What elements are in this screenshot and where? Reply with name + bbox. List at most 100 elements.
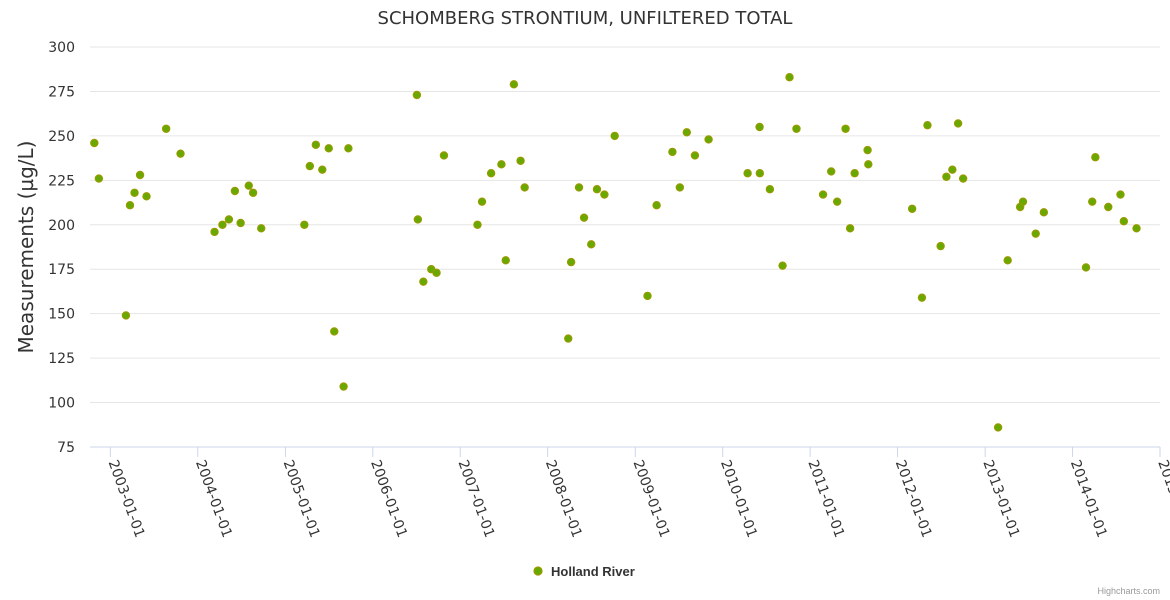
data-point[interactable] bbox=[520, 183, 529, 192]
data-point[interactable] bbox=[682, 128, 691, 137]
data-point[interactable] bbox=[1119, 217, 1129, 226]
y-tick-label: 225 bbox=[48, 173, 75, 189]
data-point[interactable] bbox=[501, 256, 510, 265]
data-point[interactable] bbox=[850, 169, 859, 178]
data-point[interactable] bbox=[257, 224, 266, 233]
data-point[interactable] bbox=[344, 144, 353, 153]
data-point[interactable] bbox=[1081, 263, 1091, 272]
data-point[interactable] bbox=[765, 185, 775, 194]
data-point[interactable] bbox=[218, 220, 227, 229]
data-point[interactable] bbox=[224, 215, 234, 224]
data-point[interactable] bbox=[600, 190, 609, 199]
data-point[interactable] bbox=[953, 119, 963, 128]
data-point[interactable] bbox=[792, 124, 801, 133]
data-point[interactable] bbox=[142, 192, 151, 201]
data-point[interactable] bbox=[579, 213, 589, 222]
data-point[interactable] bbox=[412, 90, 422, 100]
data-point[interactable] bbox=[300, 220, 309, 229]
data-point[interactable] bbox=[841, 124, 850, 133]
data-points[interactable] bbox=[90, 73, 1141, 432]
data-point[interactable] bbox=[311, 140, 321, 149]
data-point[interactable] bbox=[917, 293, 927, 302]
data-point[interactable] bbox=[432, 268, 441, 277]
data-point[interactable] bbox=[248, 188, 258, 197]
data-point[interactable] bbox=[473, 220, 482, 229]
data-point[interactable] bbox=[161, 124, 171, 133]
data-point[interactable] bbox=[832, 197, 842, 206]
data-point[interactable] bbox=[1031, 229, 1040, 238]
data-point[interactable] bbox=[566, 257, 576, 267]
data-point[interactable] bbox=[743, 169, 752, 178]
data-point[interactable] bbox=[755, 122, 764, 132]
data-point[interactable] bbox=[236, 218, 245, 228]
data-point[interactable] bbox=[439, 151, 449, 160]
data-point[interactable] bbox=[90, 138, 99, 148]
data-point[interactable] bbox=[675, 183, 685, 192]
data-point[interactable] bbox=[305, 161, 315, 171]
data-point[interactable] bbox=[690, 151, 700, 160]
credits-link[interactable]: Highcharts.com bbox=[1097, 586, 1160, 596]
data-point[interactable] bbox=[497, 160, 506, 169]
data-point[interactable] bbox=[130, 188, 139, 197]
y-tick-label: 250 bbox=[48, 129, 75, 145]
data-point[interactable] bbox=[1039, 208, 1049, 217]
data-point[interactable] bbox=[419, 277, 428, 286]
data-point[interactable] bbox=[785, 73, 794, 82]
legend[interactable]: Holland River bbox=[533, 564, 635, 579]
data-point[interactable] bbox=[845, 224, 855, 233]
data-point[interactable] bbox=[864, 160, 873, 169]
data-point[interactable] bbox=[652, 201, 661, 210]
data-point[interactable] bbox=[230, 186, 240, 196]
data-point[interactable] bbox=[486, 169, 496, 178]
data-point[interactable] bbox=[755, 169, 765, 178]
data-point[interactable] bbox=[936, 241, 945, 251]
data-point[interactable] bbox=[244, 181, 253, 190]
data-point[interactable] bbox=[125, 201, 135, 210]
data-point[interactable] bbox=[863, 145, 872, 155]
data-point[interactable] bbox=[587, 240, 596, 249]
data-point[interactable] bbox=[704, 135, 713, 144]
data-point[interactable] bbox=[121, 311, 131, 320]
y-tick-label: 125 bbox=[48, 351, 75, 367]
data-point[interactable] bbox=[668, 147, 677, 157]
data-point[interactable] bbox=[778, 261, 787, 270]
x-axis-labels: 2003-01-01 2004-01-01 2005-01-01 2006-01-01… bbox=[105, 447, 1170, 540]
y-tick-label: 100 bbox=[48, 396, 75, 412]
data-point[interactable] bbox=[1091, 153, 1100, 162]
data-point[interactable] bbox=[942, 172, 951, 181]
data-point[interactable] bbox=[1018, 197, 1028, 206]
data-point[interactable] bbox=[1088, 197, 1097, 206]
data-point[interactable] bbox=[923, 121, 932, 130]
x-tick-label: 2013-01-01 bbox=[979, 458, 1022, 540]
data-point[interactable] bbox=[509, 80, 519, 89]
data-point[interactable] bbox=[948, 165, 957, 174]
x-tick-label: 2003-01-01 bbox=[105, 458, 148, 540]
data-point[interactable] bbox=[826, 167, 836, 176]
data-point[interactable] bbox=[1132, 224, 1141, 233]
data-point[interactable] bbox=[993, 423, 1003, 432]
data-point[interactable] bbox=[1116, 190, 1125, 199]
data-point[interactable] bbox=[94, 174, 104, 183]
x-tick-label: 2012-01-01 bbox=[892, 458, 935, 540]
data-point[interactable] bbox=[958, 174, 968, 183]
data-point[interactable] bbox=[818, 190, 828, 199]
data-point[interactable] bbox=[574, 183, 584, 192]
data-point[interactable] bbox=[210, 227, 219, 237]
data-point[interactable] bbox=[324, 144, 333, 153]
data-point[interactable] bbox=[907, 204, 917, 213]
data-point[interactable] bbox=[643, 291, 652, 301]
data-point[interactable] bbox=[339, 382, 348, 391]
data-point[interactable] bbox=[564, 334, 573, 343]
data-point[interactable] bbox=[516, 156, 525, 165]
legend-item-holland-river[interactable]: Holland River bbox=[551, 564, 635, 579]
data-point[interactable] bbox=[318, 165, 327, 174]
data-point[interactable] bbox=[1003, 256, 1012, 265]
data-point[interactable] bbox=[1104, 202, 1113, 212]
data-point[interactable] bbox=[477, 197, 487, 206]
data-point[interactable] bbox=[176, 149, 185, 158]
data-point[interactable] bbox=[135, 170, 145, 180]
data-point[interactable] bbox=[610, 131, 619, 141]
data-point[interactable] bbox=[413, 215, 423, 224]
data-point[interactable] bbox=[592, 185, 602, 194]
data-point[interactable] bbox=[330, 327, 339, 336]
